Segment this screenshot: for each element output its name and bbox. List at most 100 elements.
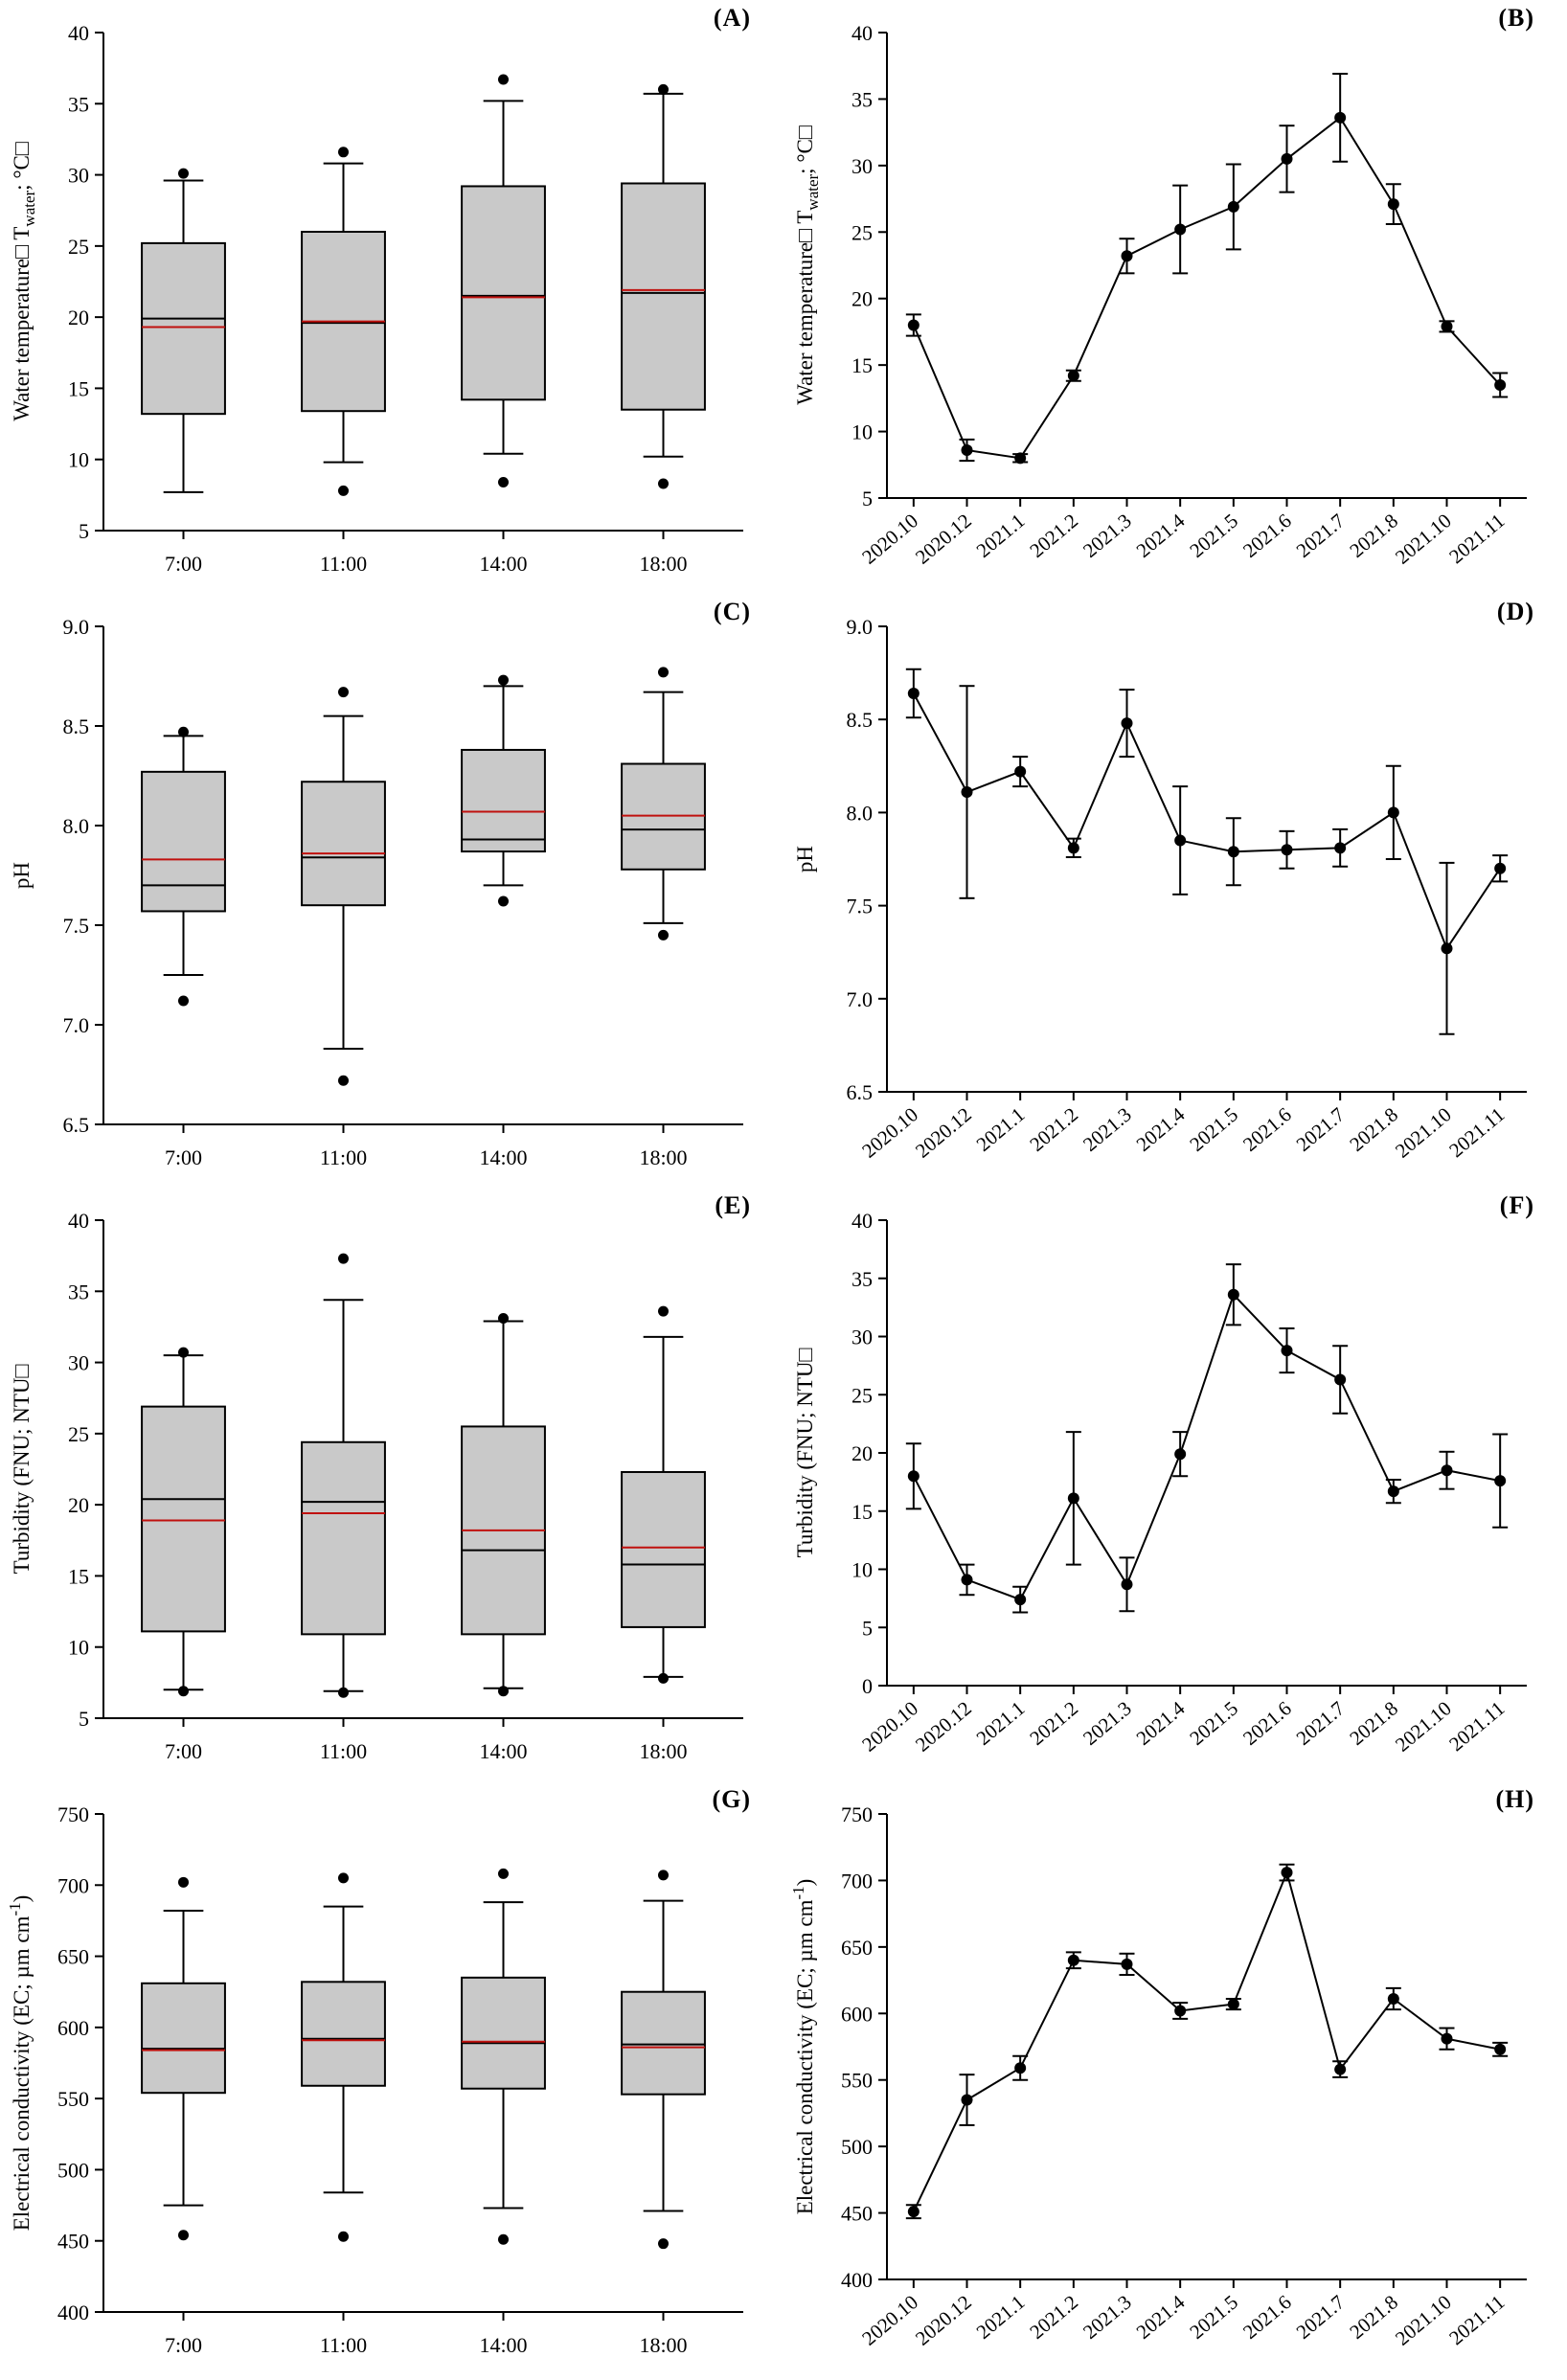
error-bars [905,1263,1509,1614]
svg-text:450: 450 [57,2230,89,2254]
panel-D: 6.5 7.0 7.5 8.0 8.5 9.0 pH 2020.10 2020.12 2021.1… [784,594,1567,1188]
panel-G-chart: 400 450 500 550 600 650 700 750 Electrical condu… [0,1781,784,2375]
svg-text:5: 5 [862,487,873,510]
svg-text:2021.2: 2021.2 [1025,2290,1082,2344]
svg-text:2021.11: 2021.11 [1444,1102,1509,1162]
svg-text:7:00: 7:00 [165,2333,202,2357]
iqr-box [301,1440,386,1636]
svg-text:2021.1: 2021.1 [972,509,1030,562]
svg-text:8.0: 8.0 [847,801,874,825]
box-group-11:00 [301,1253,386,1698]
panel-F-chart: 0 5 10 15 20 25 30 35 40 Turbidity (FNU; NTU□ 2020… [784,1188,1567,1781]
panel-E-chart: 5 10 15 20 25 30 35 40 Turbidity (FNU; NTU□ 7:00 1… [0,1188,784,1781]
svg-text:2021.3: 2021.3 [1079,1696,1136,1750]
outlier-point [178,995,189,1007]
outlier-point [178,726,189,737]
svg-text:7:00: 7:00 [165,1145,202,1169]
panel-label-C: (C) [713,598,751,625]
panel-label-B: (B) [1498,4,1534,32]
svg-text:25: 25 [852,220,873,244]
svg-text:30: 30 [68,1351,89,1375]
svg-text:750: 750 [841,1802,873,1826]
svg-text:2021.10: 2021.10 [1391,1102,1456,1162]
y-axis-ticks: 5 10 15 20 25 30 35 40 [68,21,103,543]
outlier-point [498,74,509,85]
svg-text:15: 15 [852,1500,873,1524]
svg-text:20: 20 [68,306,89,329]
svg-text:5: 5 [862,1616,873,1640]
box-group-14:00 [461,1313,546,1697]
box-group-7:00 [141,1876,226,2241]
panel-D-chart: 6.5 7.0 7.5 8.0 8.5 9.0 pH 2020.10 2020.12 2021.1… [784,594,1567,1188]
outlier-point [338,1687,349,1698]
outlier-point [498,1686,509,1697]
y-axis-ticks: 5 10 15 20 25 30 35 40 [68,1209,103,1731]
error-bars [905,668,1509,1035]
iqr-box [141,770,226,913]
panel-label-A: (A) [713,4,751,32]
outlier-point [178,1876,189,1888]
svg-text:20: 20 [852,1441,873,1465]
outlier-point [498,895,509,907]
box-group-18:00 [621,83,706,489]
svg-text:9.0: 9.0 [63,615,90,639]
outlier-point [658,83,669,95]
data-line [912,692,1501,951]
axes [886,626,1527,1093]
iqr-box [461,1976,546,2090]
svg-text:450: 450 [841,2202,873,2226]
iqr-box [141,241,226,416]
svg-text:8.5: 8.5 [847,708,874,732]
svg-text:2021.2: 2021.2 [1025,1696,1082,1750]
panel-label-E: (E) [715,1191,751,1219]
svg-text:500: 500 [57,2158,89,2182]
iqr-box [461,185,546,401]
svg-text:2021.11: 2021.11 [1444,2290,1509,2349]
iqr-box [301,781,386,907]
svg-text:15: 15 [68,376,89,400]
panel-A: 5 10 15 20 25 30 35 40 Water temperature□ Twater… [0,0,784,594]
panel-label-H: (H) [1495,1785,1534,1813]
chart-D-svg: 6.57.07.58.08.59.0pH2020.102020.122021.1… [793,615,1527,1163]
chart-H-svg: 400 450 500 550 600 650 700 750 Electrical condu… [789,1802,1527,2350]
data-points [907,1288,1507,1606]
svg-text:2021.4: 2021.4 [1132,509,1190,562]
svg-text:2021.1: 2021.1 [972,1102,1030,1156]
outlier-point [338,1075,349,1086]
panel-C: 6.5 7.0 7.5 8.0 8.5 9.0 pH 7:00 11:00 14:00 18:00 … [0,594,784,1188]
svg-text:2021.10: 2021.10 [1391,509,1456,568]
svg-text:7:00: 7:00 [165,552,202,576]
panel-G: 400 450 500 550 600 650 700 750 Electrical condu… [0,1781,784,2375]
svg-text:40: 40 [68,1209,89,1233]
svg-text:10: 10 [852,1558,873,1582]
outlier-point [658,1870,669,1881]
axes [102,626,743,1125]
svg-text:2020.12: 2020.12 [911,2290,976,2349]
svg-text:600: 600 [57,2016,89,2040]
svg-text:2021.6: 2021.6 [1238,509,1296,562]
svg-text:400: 400 [841,2268,873,2292]
chart-A-svg: 5 10 15 20 25 30 35 40 Water temperature□ Twater… [10,21,743,576]
box-group-11:00 [301,1872,386,2242]
svg-text:25: 25 [68,1422,89,1446]
iqr-box [301,1981,386,2087]
outlier-point [658,667,669,678]
svg-text:14:00: 14:00 [479,1145,527,1169]
svg-text:5: 5 [79,519,89,543]
svg-text:2021.5: 2021.5 [1185,509,1242,562]
svg-text:25: 25 [852,1383,873,1407]
outlier-point [658,1672,669,1684]
svg-text:6.5: 6.5 [847,1080,874,1104]
svg-text:2021.2: 2021.2 [1025,509,1082,562]
svg-text:10: 10 [68,1636,89,1660]
box-group-7:00 [141,1347,226,1697]
svg-text:7:00: 7:00 [165,1739,202,1763]
iqr-box [141,1405,226,1633]
svg-text:2020.10: 2020.10 [857,1696,922,1756]
svg-text:2021.4: 2021.4 [1132,1102,1190,1156]
y-axis-ticks: 5 10 15 20 25 30 35 40 [852,21,887,510]
svg-text:2020.10: 2020.10 [857,2290,922,2349]
iqr-box [621,762,706,871]
svg-text:2020.10: 2020.10 [857,509,922,568]
